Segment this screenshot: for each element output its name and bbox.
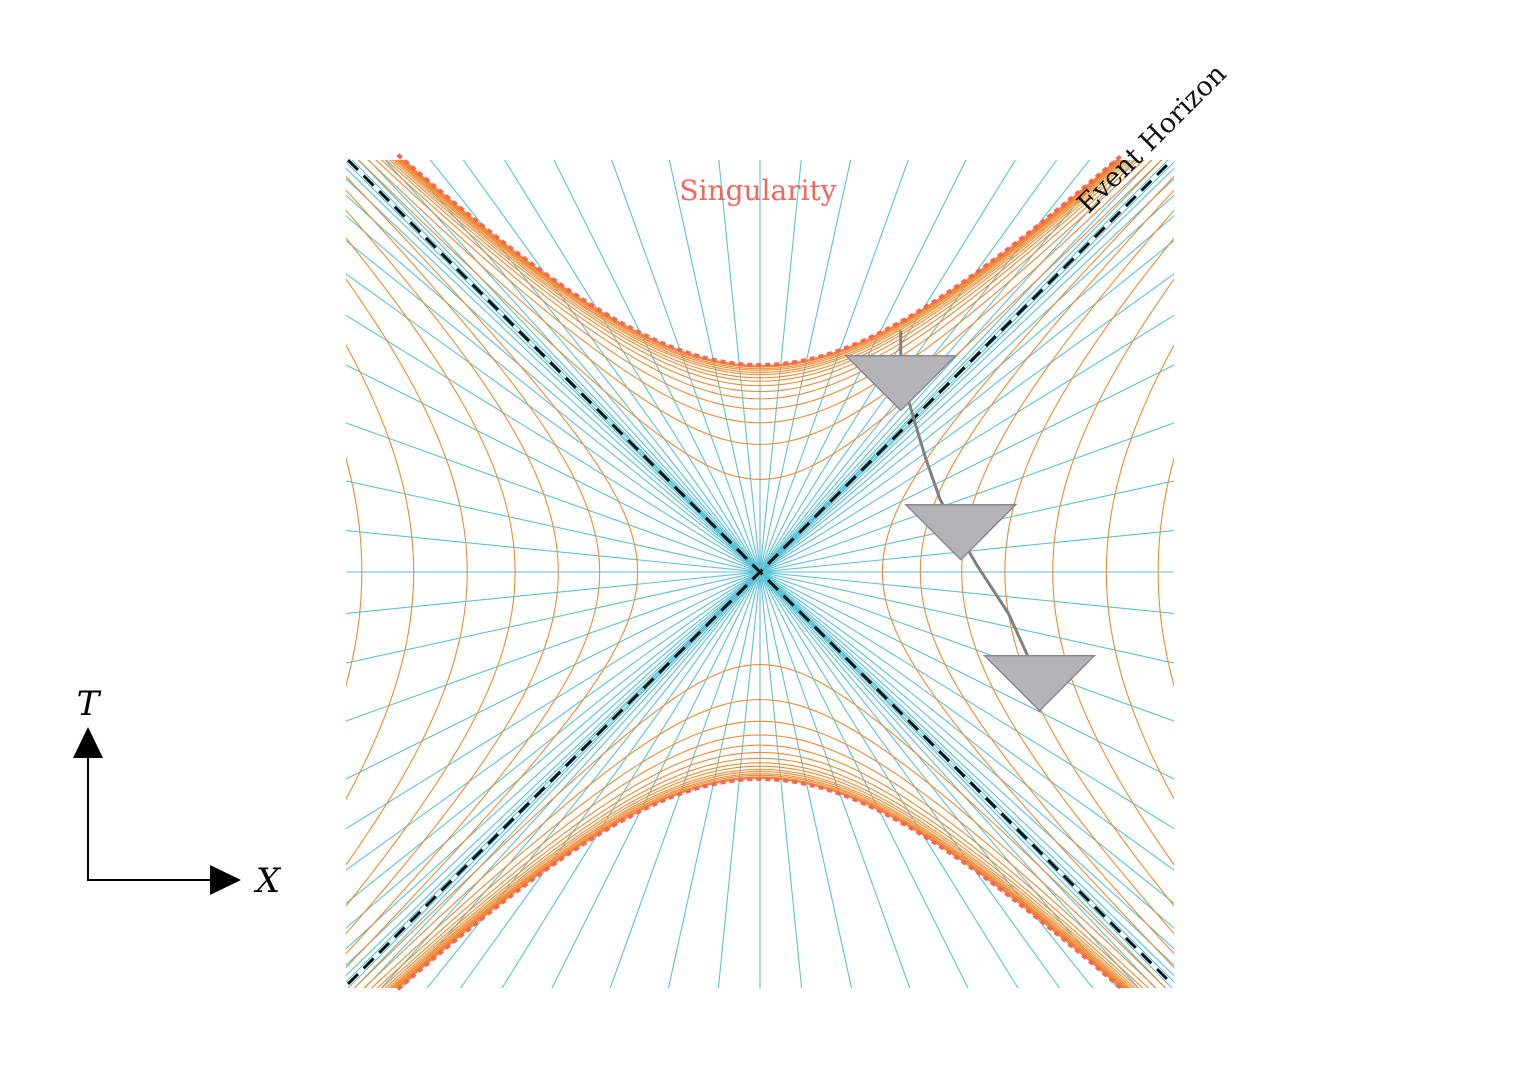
r-const-curve [385,160,1135,400]
light-cone [982,655,1097,712]
light-cone [904,503,1018,561]
r-const-curve [376,734,1144,988]
r-const-curve [1052,278,1174,866]
r-const-curve [346,189,601,955]
r-const-curve [346,344,415,800]
r-const-curve [399,160,1121,371]
r-const-curve [346,456,363,688]
r-const-curve [1105,344,1174,800]
r-const-curve [380,160,1140,410]
r-const-curve [389,762,1131,988]
r-const-curve [961,209,1174,935]
r-const-curve [387,757,1133,988]
r-const-curve [393,768,1127,988]
event-horizon-line [347,159,1173,985]
r-const-curve [398,160,1122,373]
x-axis-arrowhead [210,865,241,895]
r-const-curve [375,160,1145,424]
r-const-curve [346,237,516,907]
r-const-curve [919,189,1174,955]
light-cone [844,354,958,412]
r-const-curve [370,720,1150,988]
r-const-curve [357,160,1163,480]
r-const-curve [363,699,1157,988]
r-const-curve [388,160,1132,393]
r-const-curve [881,175,1174,969]
r-const-curve [394,771,1126,988]
axes-indicator: T X [73,684,282,901]
r-const-curve [1157,456,1174,688]
t-axis-label: T [77,684,102,724]
r-const-curve [380,744,1140,988]
r-const-curve [391,765,1129,988]
r-const-curve [346,278,468,866]
r-const-curve [384,751,1136,988]
r-const-curve [367,160,1153,445]
x-axis-label: X [253,861,282,901]
past-singularity-curve [396,776,1124,991]
r-const-curve [397,160,1123,376]
diagram-overlay [347,153,1173,991]
r-const-curve [346,175,639,969]
t-axis-arrowhead [73,727,103,758]
event-horizon-label: Event Horizon [1071,58,1232,219]
singularity-label: Singularity [679,174,836,207]
r-const-curve [353,664,1167,988]
r-const-curve [1004,237,1174,907]
future-singularity-curve [396,153,1124,368]
r-const-curve [346,209,559,935]
r-const-curve [395,160,1125,379]
r-const-curve [391,160,1129,387]
r-const-curve [395,773,1125,988]
r-const-curve [394,160,1126,382]
